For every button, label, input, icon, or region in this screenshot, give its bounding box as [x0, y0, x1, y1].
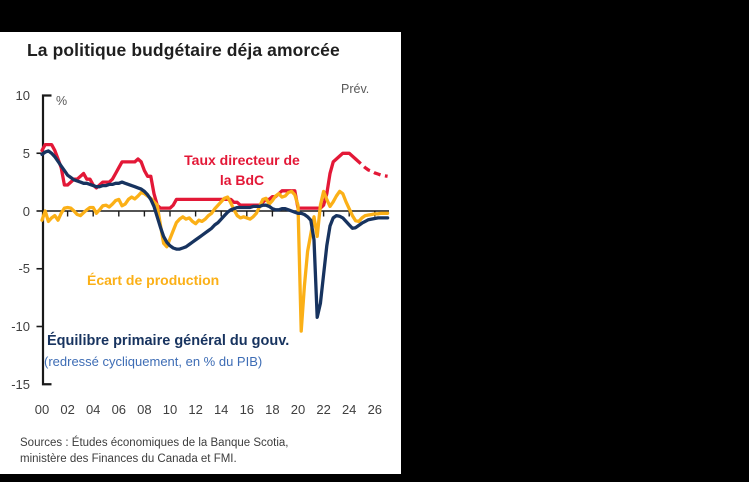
chart-svg [36, 94, 390, 386]
forecast-label: Prév. [341, 82, 370, 96]
y-tick-label: -5 [18, 261, 30, 277]
x-tick-label: 14 [213, 402, 229, 417]
x-tick-label: 02 [60, 402, 75, 417]
x-tick-label: 22 [316, 402, 331, 417]
sources-line1: Sources : Études économiques de la Banqu… [20, 437, 289, 449]
x-tick-label: 20 [290, 402, 306, 417]
x-tick-label: 26 [367, 402, 383, 417]
output-gap-line [40, 189, 390, 333]
x-tick-label: 12 [188, 402, 203, 417]
x-tick-label: 04 [85, 402, 101, 417]
x-tick-label: 10 [162, 402, 178, 417]
chart-card: La politique budgétaire déja amorcée Pré… [0, 32, 401, 474]
chart-title: La politique budgétaire déja amorcée [27, 40, 340, 60]
y-tick-label: 10 [15, 88, 30, 103]
y-tick-label: -10 [11, 319, 30, 334]
x-tick-label: 18 [265, 402, 280, 417]
primary-balance-line [40, 149, 390, 319]
annotation-policy-rate-line2: la BdC [219, 172, 265, 188]
x-tick-label: 24 [341, 402, 357, 417]
annotation-output-gap: Écart de production [87, 272, 220, 288]
y-axis [41, 94, 52, 386]
y-tick-label: 0 [22, 203, 30, 219]
annotation-policy-rate-line1: Taux directeur de [184, 152, 300, 168]
x-tick-label: 16 [239, 402, 255, 417]
policy-rate-forecast-line [354, 157, 388, 178]
y-axis-unit-label: % [56, 94, 68, 108]
annotation-primary-balance: Équilibre primaire général du gouv. [47, 333, 290, 349]
x-tick-label: 06 [111, 402, 127, 417]
x-tick-label: 00 [34, 402, 50, 417]
sources-line2: ministère des Finances du Canada et FMI. [20, 452, 237, 465]
y-tick-label: 5 [22, 145, 30, 161]
annotation-primary-balance-subtitle: (redressé cycliquement, en % du PIB) [44, 354, 263, 369]
y-tick-label: -15 [11, 376, 30, 392]
annotation-policy-rate: Taux directeur de la BdC [157, 150, 327, 190]
x-tick-label: 08 [137, 402, 152, 417]
sources-note: Sources : Études économiques de la Banqu… [20, 436, 289, 467]
